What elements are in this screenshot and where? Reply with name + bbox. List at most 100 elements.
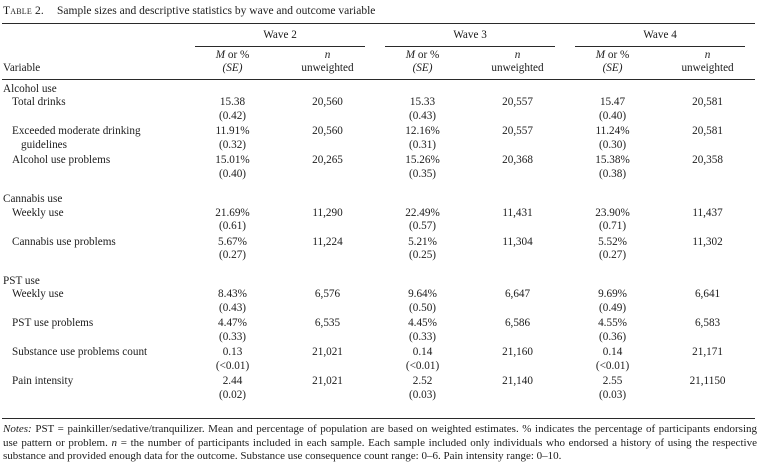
- mean-value: 11.24%: [595, 125, 630, 137]
- mean-se-cell: 15.01% (0.40): [185, 154, 280, 183]
- wave3-n-column-header: n unweighted: [470, 46, 566, 80]
- wave2-n-column-header: n unweighted: [280, 46, 376, 80]
- mean-se-cell: 0.14 (<0.01): [565, 346, 660, 375]
- n-cell: 20,560: [312, 125, 343, 137]
- se-value: (0.43): [409, 109, 437, 122]
- se-value: (0.40): [599, 109, 627, 122]
- mean-se-cell: 15.47 (0.40): [565, 96, 660, 125]
- se-label: (SE): [602, 62, 623, 74]
- mean-value: 15.01%: [215, 154, 250, 166]
- notes-italic-segment: Notes:: [3, 423, 32, 435]
- mean-value: 15.47: [599, 96, 626, 108]
- se-value: (0.30): [599, 138, 627, 151]
- mean-se-cell: 4.47% (0.33): [185, 317, 280, 346]
- n-cell: 20,368: [502, 154, 533, 166]
- se-value: (0.43): [218, 301, 247, 314]
- wave2-spanner-rule: Wave 2: [195, 29, 366, 47]
- unweighted-label: unweighted: [491, 62, 544, 74]
- n-cell: 20,265: [312, 154, 343, 166]
- mean-value: 5.21%: [408, 235, 437, 248]
- se-value: (0.32): [218, 138, 247, 151]
- table-row: Exceeded moderate drinking guidelines 11.…: [2, 125, 755, 154]
- wave-header-row: Variable Wave 2 Wave 3 Wave 4: [2, 23, 755, 80]
- se-value: (0.61): [218, 220, 247, 232]
- mean-value: 2.44: [222, 375, 243, 387]
- se-label: (SE): [222, 62, 243, 74]
- section-row: Alcohol use: [2, 79, 755, 96]
- table-row: Total drinks 15.38 (0.42) 20,560 15.33 (0.43)…: [2, 96, 755, 125]
- wave3-label: Wave 3: [453, 29, 487, 41]
- mean-se-cell: 5.67% (0.27): [185, 236, 280, 265]
- section-row: Cannabis use: [2, 183, 755, 207]
- m-label: M: [595, 48, 606, 61]
- mean-value: 23.90%: [595, 206, 630, 219]
- mean-value: 0.13: [222, 346, 243, 358]
- mean-se-cell: 5.52% (0.27): [565, 236, 660, 265]
- mean-value: 8.43%: [218, 288, 247, 300]
- table-row: Weekly use 8.43% (0.43) 6,576 9.64% (0.50) 6,6…: [2, 288, 755, 317]
- wave2-header: Wave 2: [185, 24, 375, 47]
- m-label: M: [215, 48, 226, 61]
- mean-value: 12.16%: [405, 125, 440, 137]
- n-cell: 21,160: [502, 346, 533, 358]
- mean-se-cell: 5.21% (0.25): [375, 236, 470, 265]
- mean-se-cell: 9.69% (0.49): [565, 288, 660, 317]
- variable-label: Pain intensity: [12, 375, 74, 387]
- table-row: Weekly use 21.69% (0.61) 11,290 22.49% (0.57)…: [2, 207, 755, 236]
- n-cell: 6,641: [694, 288, 721, 300]
- mean-value: 2.55: [602, 375, 623, 387]
- n-cell: 6,535: [314, 317, 341, 329]
- n-cell: 6,586: [504, 317, 531, 329]
- wave3-mean-se-column-header: M or % (SE): [375, 46, 471, 80]
- mean-value: 9.69%: [598, 288, 627, 300]
- unweighted-label: unweighted: [301, 62, 354, 74]
- se-value: (<0.01): [405, 359, 440, 372]
- se-value: (0.57): [409, 220, 437, 232]
- se-value: (0.49): [599, 301, 627, 314]
- n-cell: 21,021: [312, 346, 343, 358]
- mean-se-cell: 22.49% (0.57): [375, 207, 470, 236]
- se-value: (0.31): [409, 138, 437, 151]
- m-rest-label: or %: [415, 48, 440, 61]
- mean-value: 21.69%: [215, 206, 250, 219]
- n-cell: 11,290: [312, 206, 343, 219]
- se-value: (0.25): [409, 249, 437, 261]
- variable-label: Substance use problems count: [12, 346, 148, 358]
- section-row: PST use: [2, 265, 755, 289]
- mean-se-cell: 15.38 (0.42): [185, 96, 280, 125]
- mean-value: 5.52%: [598, 235, 627, 248]
- section-label: Alcohol use: [3, 82, 57, 95]
- se-value: (<0.01): [215, 359, 250, 372]
- se-value: (0.33): [409, 330, 437, 343]
- se-label: (SE): [412, 62, 433, 74]
- se-value: (0.42): [218, 109, 247, 122]
- n-cell: 20,557: [502, 125, 533, 137]
- section-label: PST use: [3, 274, 40, 287]
- n-cell: 20,581: [692, 125, 723, 137]
- se-value: (0.71): [599, 220, 627, 232]
- table-title: Sample sizes and descriptive statistics …: [57, 5, 376, 17]
- se-value: (0.33): [218, 330, 247, 343]
- mean-se-cell: 12.16% (0.31): [375, 125, 470, 154]
- n-cell: 6,647: [504, 288, 531, 300]
- se-value: (0.35): [409, 167, 437, 180]
- mean-value: 11.91%: [215, 125, 250, 137]
- variable-header-label: Variable: [3, 62, 41, 74]
- mean-se-cell: 11.24% (0.30): [565, 125, 660, 154]
- m-rest-label: or %: [605, 48, 630, 61]
- se-value: (0.27): [599, 249, 627, 261]
- se-value: (0.27): [218, 249, 247, 261]
- mean-se-cell: 15.33 (0.43): [375, 96, 470, 125]
- variable-label: Weekly use: [12, 288, 64, 300]
- table-row: Alcohol use problems 15.01% (0.40) 20,265 15…: [2, 154, 755, 183]
- variable-label: Total drinks: [12, 96, 66, 108]
- subheader-row: M or % (SE) n unweighted M or % (SE) n unwei…: [2, 46, 756, 80]
- n-cell: 6,576: [314, 288, 341, 300]
- mean-value: 5.67%: [218, 235, 247, 248]
- n-cell: 21,1150: [689, 375, 726, 387]
- mean-se-cell: 2.55 (0.03): [565, 375, 660, 419]
- se-value: (<0.01): [595, 359, 630, 372]
- wave4-header: Wave 4: [565, 24, 755, 47]
- n-label: n: [704, 48, 711, 61]
- se-value: (0.50): [409, 301, 437, 314]
